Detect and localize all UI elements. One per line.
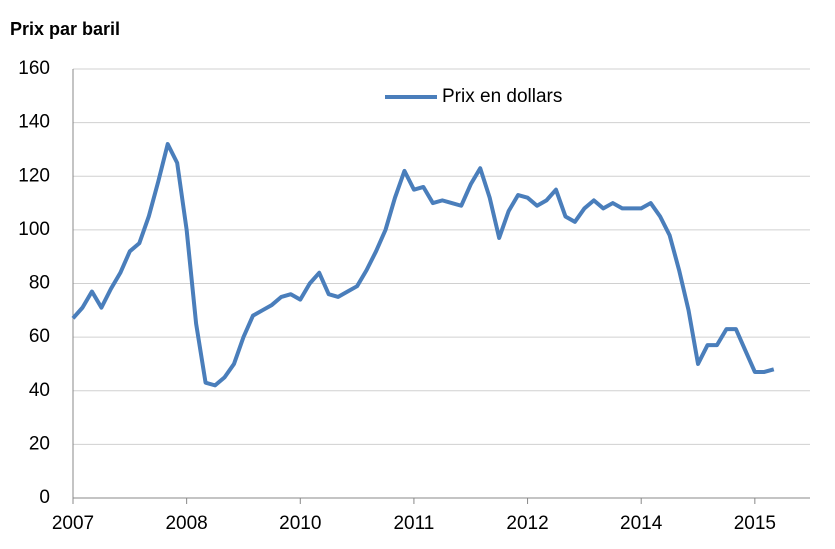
y-tick-label: 40	[29, 380, 50, 401]
y-tick-label: 20	[29, 433, 50, 454]
x-tick-label: 2007	[52, 513, 94, 534]
y-tick-label: 160	[18, 58, 50, 79]
chart-title: Prix par baril	[10, 19, 120, 39]
y-tick-label: 120	[18, 165, 50, 186]
x-tick-label: 2012	[506, 513, 548, 534]
y-tick-label: 0	[39, 487, 50, 508]
x-tick-label: 2008	[165, 513, 207, 534]
legend-label: Prix en dollars	[442, 86, 562, 107]
y-tick-label: 60	[29, 326, 50, 347]
x-tick-label: 2010	[279, 513, 321, 534]
line	[71, 142, 775, 388]
y-tick-label: 80	[29, 273, 50, 294]
x-tick-label: 2014	[620, 513, 663, 534]
x-tick-label: 2015	[734, 513, 776, 534]
y-tick-label: 100	[18, 219, 50, 240]
y-tick-label: 140	[18, 112, 50, 133]
x-tick-label: 2011	[393, 513, 434, 534]
